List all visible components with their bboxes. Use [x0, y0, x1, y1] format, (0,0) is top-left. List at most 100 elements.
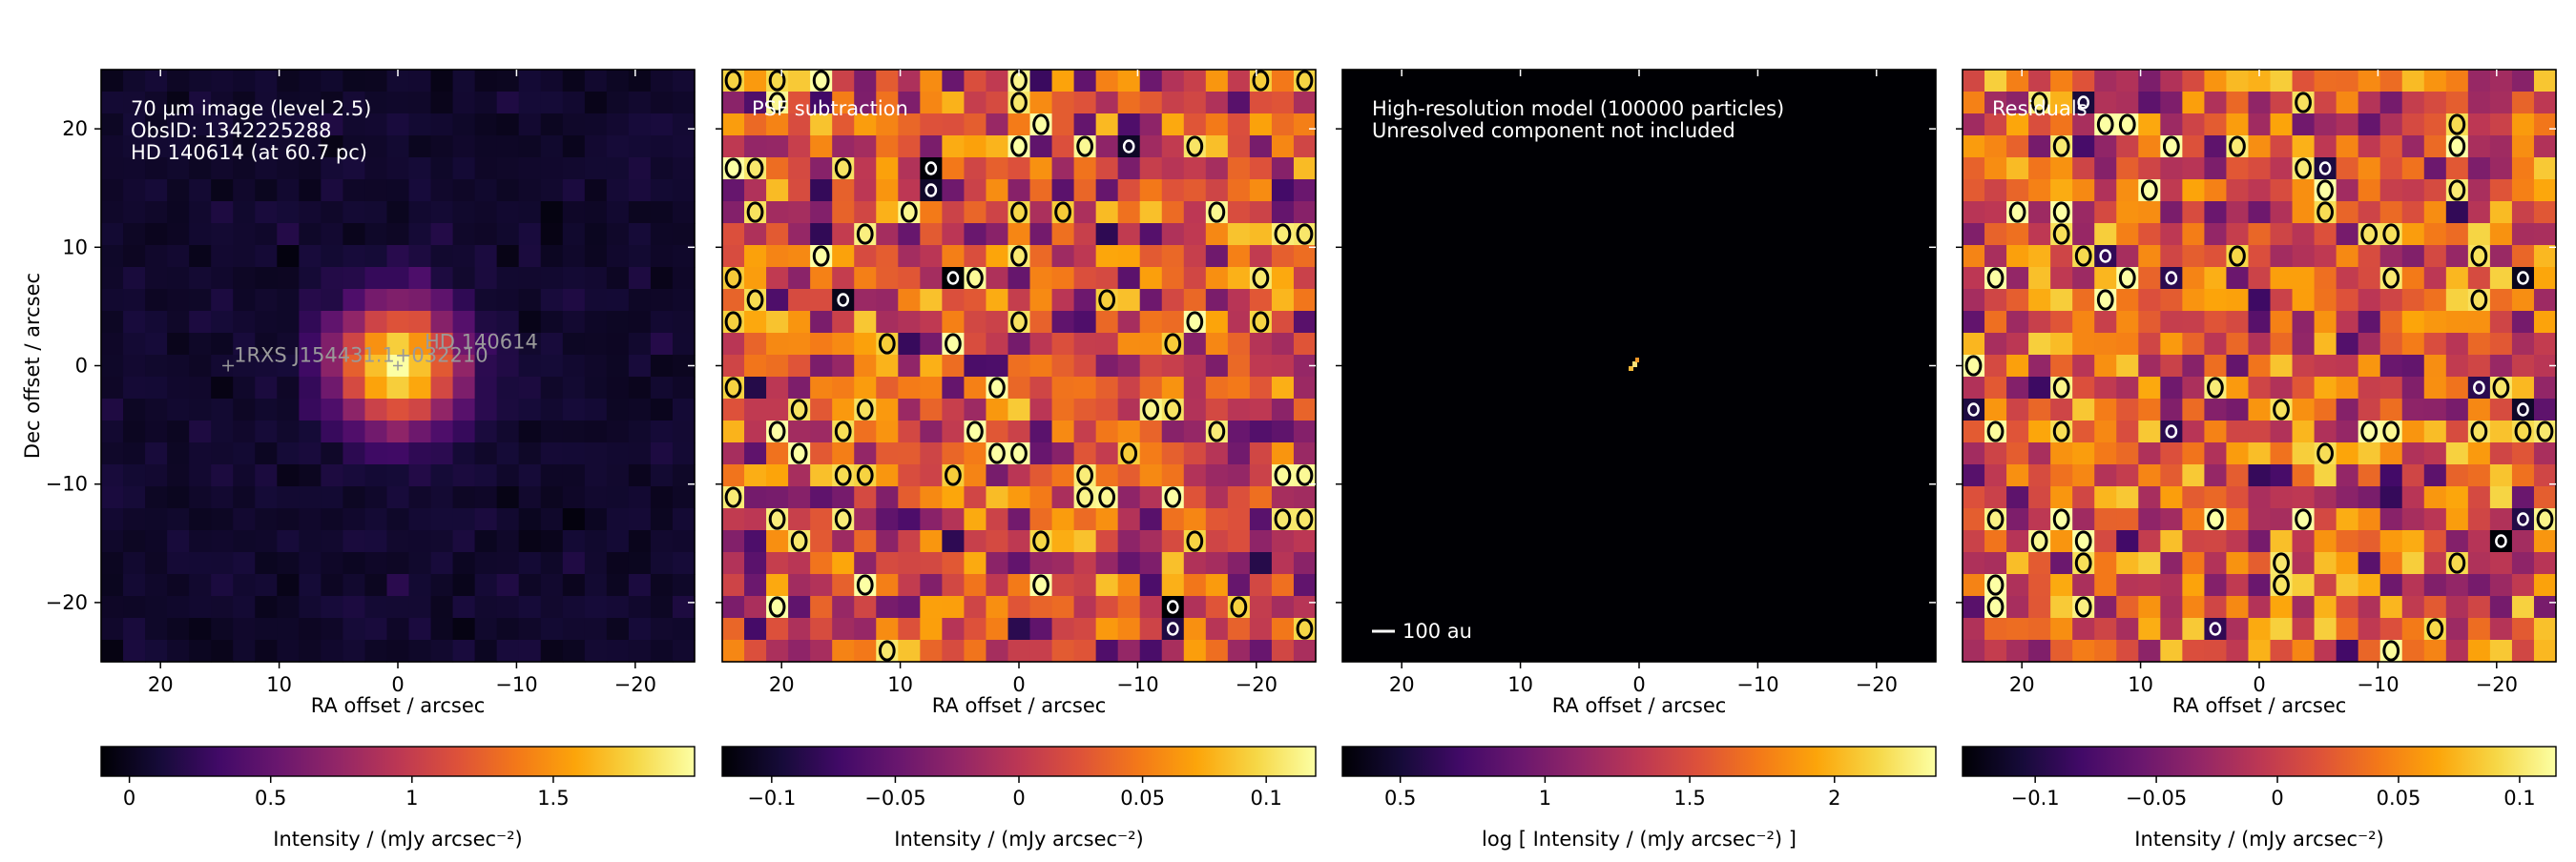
pixel — [189, 92, 212, 114]
pixel — [2116, 157, 2139, 180]
pixel — [876, 355, 899, 378]
pixel — [788, 333, 811, 356]
pixel — [518, 421, 542, 443]
pixel — [2028, 399, 2051, 421]
pixel — [1008, 574, 1031, 597]
pixel — [2511, 333, 2535, 356]
pixel — [1051, 245, 1075, 268]
pixel — [1073, 574, 1097, 597]
pixel — [2094, 223, 2117, 246]
pixel — [277, 70, 300, 92]
pixel — [2248, 399, 2272, 421]
pixel — [2116, 92, 2139, 114]
pixel — [672, 113, 696, 136]
pixel — [2423, 223, 2447, 246]
pixel — [672, 92, 696, 114]
contour-positive — [2448, 113, 2466, 135]
pixel — [2401, 421, 2425, 443]
pixel — [496, 486, 520, 509]
pixel — [430, 377, 454, 400]
contour-positive — [1252, 267, 1270, 289]
pixel — [1161, 289, 1185, 312]
pixel — [430, 640, 454, 663]
pixel — [1205, 377, 1229, 400]
pixel — [2445, 530, 2469, 553]
pixel — [1271, 333, 1295, 356]
pixel — [942, 355, 966, 378]
pixel — [1227, 399, 1251, 421]
pixel — [722, 289, 745, 312]
pixel — [2050, 113, 2073, 136]
pixel — [2401, 486, 2425, 509]
contour-positive — [2052, 201, 2070, 223]
pixel — [299, 179, 322, 202]
pixel — [2204, 92, 2228, 114]
pixel — [474, 574, 498, 597]
pixel — [123, 574, 146, 597]
pixel — [2204, 135, 2228, 158]
pixel — [1117, 157, 1141, 180]
pixel — [2116, 442, 2139, 465]
pixel — [942, 201, 966, 224]
pixel — [810, 552, 833, 575]
pixel — [2226, 157, 2250, 180]
pixel — [343, 442, 366, 465]
source-label: HD 140614 — [425, 331, 538, 354]
pixel — [211, 377, 234, 400]
pixel — [628, 508, 652, 531]
pixel — [2006, 464, 2029, 487]
pixel — [2533, 311, 2557, 334]
pixel — [123, 179, 146, 202]
pixel — [1139, 596, 1163, 619]
pixel — [1029, 464, 1053, 487]
pixel — [2358, 377, 2381, 400]
pixel — [2270, 157, 2294, 180]
pixel — [1963, 552, 1985, 575]
pixel — [2533, 596, 2557, 619]
pixel — [474, 640, 498, 663]
pixel — [1161, 618, 1185, 641]
pixel — [2138, 486, 2161, 509]
pixel — [1117, 135, 1141, 158]
pixel — [810, 289, 833, 312]
contour-positive — [1032, 113, 1049, 135]
pixel — [2270, 113, 2294, 136]
pixel — [1139, 464, 1163, 487]
pixel — [299, 640, 322, 663]
pixel — [2401, 179, 2425, 202]
pixel — [744, 508, 767, 531]
pixel — [672, 201, 696, 224]
pixel — [672, 618, 696, 641]
pixel — [1984, 157, 2007, 180]
pixel — [1271, 552, 1295, 575]
pixel — [145, 92, 168, 114]
contour-positive — [2382, 640, 2400, 662]
pixel — [1205, 464, 1229, 487]
pixel — [920, 464, 943, 487]
pixel — [255, 201, 278, 224]
pixel — [2445, 377, 2469, 400]
pixel — [299, 70, 322, 92]
pixel — [211, 530, 234, 553]
pixel — [920, 157, 943, 180]
pixel — [496, 135, 520, 158]
x-tick-label: 0 — [391, 673, 404, 696]
pixel — [189, 223, 212, 246]
pixel — [606, 157, 630, 180]
pixel — [1095, 574, 1119, 597]
pixel — [364, 355, 388, 378]
pixel — [2160, 552, 2183, 575]
pixel — [2379, 157, 2403, 180]
pixel — [672, 70, 696, 92]
pixel — [898, 311, 921, 334]
pixel — [277, 442, 300, 465]
pixel — [540, 618, 564, 641]
pixel — [2401, 267, 2425, 290]
pixel — [1117, 421, 1141, 443]
contour-positive — [2052, 135, 2070, 157]
pixel — [211, 245, 234, 268]
pixel — [876, 442, 899, 465]
pixel — [2226, 289, 2250, 312]
pixel — [722, 113, 745, 136]
scale-bar-label: 100 au — [1402, 620, 1472, 643]
